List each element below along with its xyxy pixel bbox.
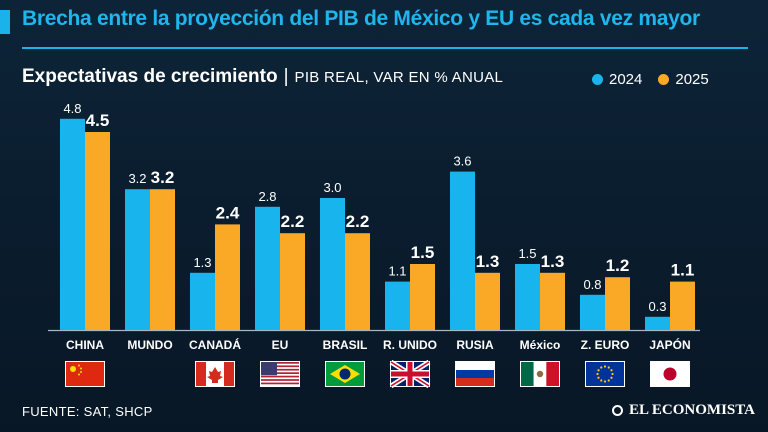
flag-china-icon [65, 361, 105, 387]
flag-uk-icon [389, 359, 431, 389]
bar-2025-6 [475, 272, 500, 330]
data-label-2024-3: 2.8 [258, 189, 276, 204]
bar-2025-2 [215, 224, 240, 330]
category-label-5: R. UNIDO [383, 338, 437, 352]
category-label-1: MUNDO [127, 338, 172, 352]
flag-mexico-icon [520, 361, 560, 387]
category-label-3: EU [272, 338, 289, 352]
data-label-2024-1: 3.2 [128, 171, 146, 186]
source-note: FUENTE: SAT, SHCP [22, 404, 153, 419]
flag-russia-icon [455, 361, 495, 387]
legend-swatch-2025 [658, 74, 670, 85]
bar-2025-1 [150, 189, 175, 330]
headline: Brecha entre la proyección del PIB de Mé… [22, 7, 700, 30]
data-label-2025-3: 2.2 [281, 212, 305, 231]
legend-swatch-2024 [592, 74, 603, 85]
data-label-2025-4: 2.2 [346, 212, 370, 231]
data-label-2025-9: 1.1 [671, 261, 695, 280]
data-label-2024-7: 1.5 [518, 246, 536, 261]
bar-2024-6 [450, 171, 475, 330]
bar-2025-9 [670, 281, 695, 330]
data-label-2025-6: 1.3 [476, 252, 500, 271]
bar-2025-5 [410, 264, 435, 330]
data-label-2024-9: 0.3 [648, 299, 666, 314]
data-label-2024-4: 3.0 [323, 180, 341, 195]
brand-mark-icon [612, 405, 623, 416]
category-label-9: JAPÓN [649, 337, 690, 352]
flag-eu-icon [585, 361, 625, 387]
category-label-7: México [520, 338, 561, 352]
bar-2024-1 [125, 189, 150, 330]
flag-brazil-icon [325, 361, 365, 387]
data-label-2024-8: 0.8 [583, 277, 601, 292]
data-label-2024-6: 3.6 [453, 154, 471, 169]
bar-2025-0 [85, 132, 110, 330]
flag-usa-icon [260, 361, 300, 387]
bar-2025-3 [280, 233, 305, 330]
bar-2025-4 [345, 233, 370, 330]
data-label-2025-8: 1.2 [606, 256, 630, 275]
data-label-2025-0: 4.5 [86, 111, 110, 130]
headline-accent-bar [0, 10, 10, 34]
bar-2025-8 [605, 277, 630, 330]
bar-2024-7 [515, 264, 540, 330]
brand-logo: EL ECONOMISTA [612, 402, 755, 419]
bar-2024-2 [190, 272, 215, 330]
category-label-8: Z. EURO [581, 338, 630, 352]
category-label-2: CANADÁ [189, 337, 241, 352]
data-label-2024-0: 4.8 [63, 101, 81, 116]
bar-2024-0 [60, 118, 85, 330]
legend-label-2025: 2025 [675, 71, 709, 88]
category-label-0: CHINA [66, 338, 104, 352]
flag-canada-icon [195, 361, 235, 387]
chart-unit-label: PIB REAL, VAR EN % ANUAL [294, 69, 504, 86]
data-label-2024-2: 1.3 [193, 255, 211, 270]
bar-2024-3 [255, 206, 280, 330]
data-label-2025-5: 1.5 [411, 243, 435, 262]
data-label-2025-2: 2.4 [216, 203, 240, 222]
bar-2024-8 [580, 294, 605, 330]
subtitle-separator: | [283, 66, 289, 87]
bar-2025-7 [540, 272, 565, 330]
headline-rule [22, 47, 748, 49]
legend-item-2025: 2025 [658, 71, 709, 88]
data-label-2024-5: 1.1 [388, 264, 406, 279]
data-label-2025-1: 3.2 [151, 168, 175, 187]
brand-name: EL ECONOMISTA [629, 402, 755, 418]
data-label-2025-7: 1.3 [541, 252, 565, 271]
chart-legend: 2024 2025 [592, 71, 725, 88]
bar-2024-9 [645, 316, 670, 330]
chart-subtitle-row: Expectativas de crecimiento | PIB REAL, … [22, 66, 503, 88]
category-label-4: BRASIL [323, 338, 368, 352]
bar-2024-5 [385, 281, 410, 330]
category-label-6: RUSIA [456, 338, 494, 352]
flag-japan-icon [650, 361, 690, 387]
bar-2024-4 [320, 198, 345, 330]
legend-label-2024: 2024 [609, 71, 643, 88]
chart-title: Expectativas de crecimiento [22, 66, 278, 87]
legend-item-2024: 2024 [592, 71, 642, 88]
